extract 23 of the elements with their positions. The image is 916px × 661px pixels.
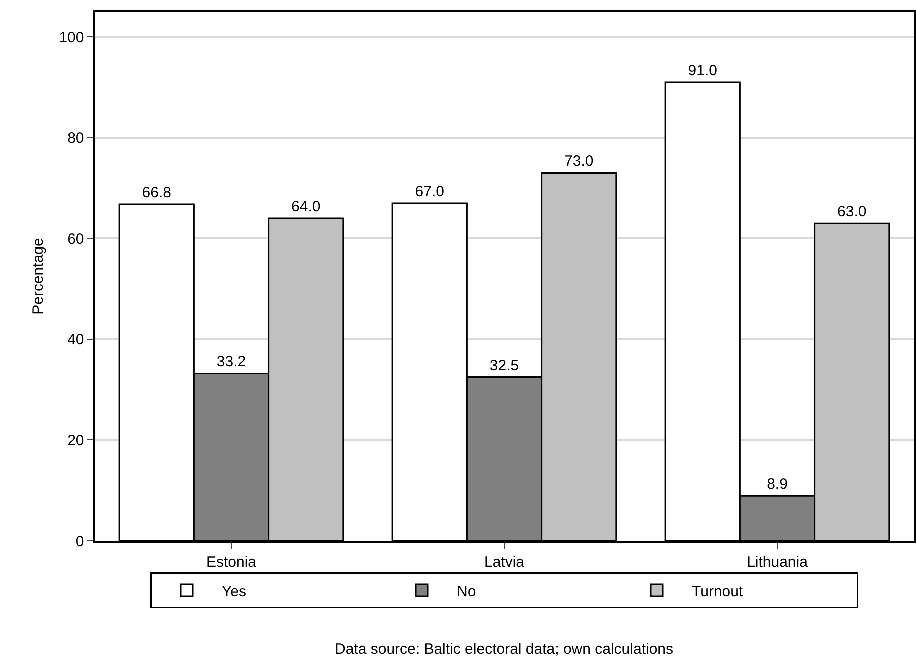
y-tick-label: 20 (68, 432, 84, 450)
data-label: 73.0 (564, 153, 594, 170)
x-tick-label: Lithuania (747, 554, 809, 571)
x-tick-label: Estonia (206, 554, 258, 571)
data-label: 8.9 (767, 476, 788, 494)
legend-label: Turnout (692, 583, 744, 600)
y-tick-label: 60 (68, 230, 84, 248)
y-tick-label: 0 (76, 533, 84, 550)
data-label: 67.0 (415, 183, 444, 200)
source-note: Data source: Baltic electoral data; own calculations (335, 641, 674, 658)
legend-label: Yes (222, 583, 246, 600)
data-label: 64.0 (292, 198, 321, 216)
y-axis-title: Percentage (30, 238, 47, 315)
data-label: 32.5 (490, 357, 520, 374)
y-tick-label: 80 (68, 130, 84, 148)
data-label: 91.0 (688, 62, 718, 80)
x-tick-label: Latvia (484, 554, 526, 571)
data-label: 66.8 (142, 184, 172, 202)
data-label: 33.2 (216, 354, 246, 371)
legend-label: No (457, 583, 476, 600)
y-tick-label: 40 (68, 332, 84, 349)
data-label: 63.0 (838, 204, 867, 221)
y-tick-label: 100 (59, 29, 84, 46)
